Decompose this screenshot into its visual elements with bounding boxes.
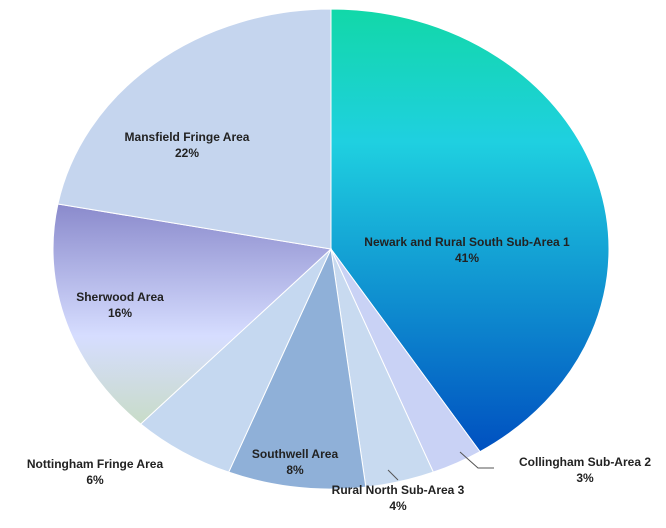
value-label: 16% [107,306,133,320]
value-label: 6% [86,473,104,487]
pie-slice [52,203,333,425]
category-name: Sherwood Area [76,290,164,304]
slice-label: Rural North Sub-Area 3 4% [332,482,465,514]
pie-slice [227,247,367,490]
value-label: 41% [454,251,480,265]
category-name: Newark and Rural South Sub-Area 1 [364,235,570,249]
slice-label: Nottingham Fringe Area 6% [27,456,163,488]
value-label: 3% [576,471,594,485]
slice-label: Sherwood Area 16% [76,289,164,321]
pie-slice [57,8,332,250]
category-name: Rural North Sub-Area 3 [331,483,465,497]
category-name: Mansfield Fringe Area [124,130,250,144]
leader-line [459,451,494,469]
category-name: Nottingham Fringe Area [26,457,164,471]
value-label: 22% [174,146,200,160]
value-label: 4% [389,499,407,513]
category-name: Collingham Sub-Area 2 [518,455,652,469]
slice-label: Mansfield Fringe Area 22% [125,129,250,161]
category-name: Southwell Area [251,447,339,461]
slice-label: Collingham Sub-Area 2 3% [519,454,651,486]
leader-line [387,469,399,481]
slice-label: Newark and Rural South Sub-Area 1 41% [357,234,577,266]
pie-slice [330,8,610,453]
value-label: 8% [286,463,304,477]
slice-label: Southwell Area 8% [252,446,338,478]
